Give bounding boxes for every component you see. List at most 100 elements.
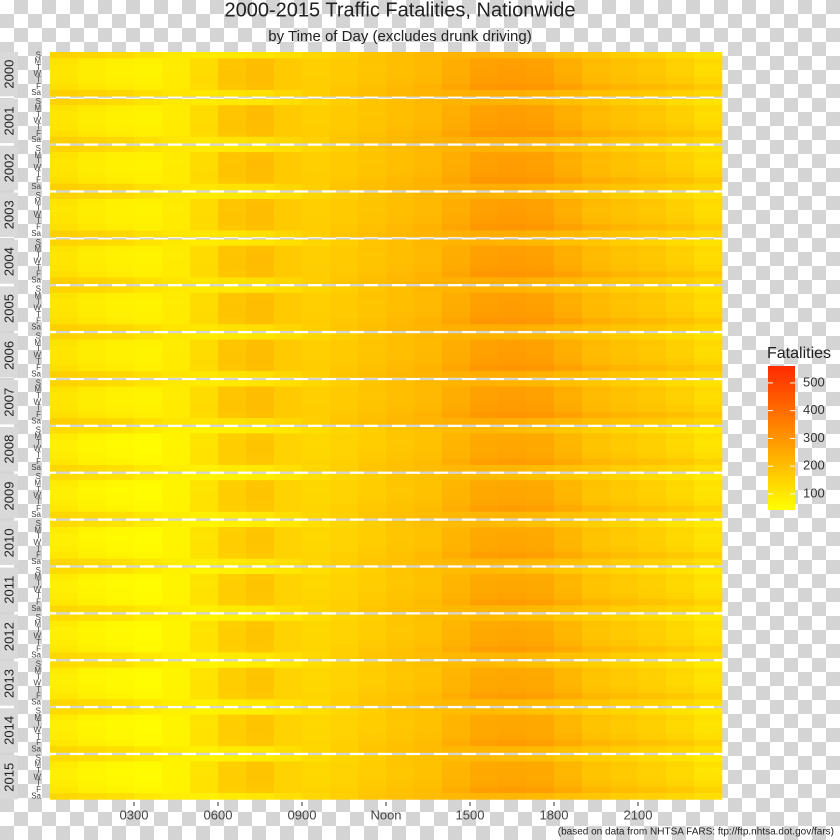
heat-cell — [330, 418, 359, 425]
heat-cell — [638, 558, 667, 566]
heat-cell — [302, 198, 331, 206]
heat-cell — [134, 286, 163, 293]
heat-cell — [582, 674, 611, 681]
heat-cell — [442, 567, 471, 575]
heat-cell — [610, 539, 639, 547]
heat-cell — [498, 433, 527, 440]
heat-cell — [554, 371, 583, 378]
heat-cell — [470, 411, 499, 419]
heat-cell — [638, 767, 667, 775]
heat-cell — [246, 620, 275, 628]
heat-cell — [218, 708, 247, 715]
heat-cell — [414, 145, 443, 153]
heat-cell — [610, 633, 639, 641]
heat-cell — [526, 299, 555, 306]
heat-cell — [358, 380, 387, 387]
heat-cell — [638, 633, 667, 641]
heat-cell — [274, 614, 303, 622]
heat-cell — [50, 217, 79, 225]
heat-cell — [134, 399, 163, 406]
heat-cell — [638, 230, 667, 238]
heat-cell — [218, 171, 247, 178]
heat-cell — [414, 198, 443, 206]
heat-cell — [526, 527, 555, 534]
heat-cell — [330, 70, 359, 78]
heat-cell — [134, 77, 163, 84]
heat-cell — [106, 264, 135, 272]
heat-cell — [50, 473, 79, 481]
heat-cell — [414, 661, 443, 668]
heat-cell — [246, 245, 275, 253]
heat-cell — [470, 767, 499, 775]
heat-cell — [414, 793, 443, 800]
heat-cell — [498, 464, 527, 472]
heat-cell — [638, 667, 667, 675]
heat-cell — [582, 277, 611, 285]
facet-strip — [0, 614, 18, 659]
heat-cell — [498, 217, 527, 225]
heat-cell — [106, 70, 135, 78]
heat-cell — [78, 674, 107, 681]
heat-cell — [694, 245, 723, 253]
heat-cell — [246, 633, 275, 641]
heat-cell — [582, 124, 611, 131]
heat-cell — [498, 111, 527, 119]
heat-cell — [218, 473, 247, 481]
heat-cell — [78, 230, 107, 238]
heat-cell — [218, 580, 247, 587]
heat-cell — [694, 720, 723, 728]
heat-cell — [330, 727, 359, 734]
heat-cell — [498, 318, 527, 325]
heat-cell — [498, 761, 527, 769]
heat-cell — [50, 292, 79, 300]
heat-cell — [498, 699, 527, 706]
facet-label: 2003 — [1, 200, 16, 229]
heat-cell — [414, 83, 443, 91]
heat-cell — [442, 458, 471, 466]
heat-cell — [274, 358, 303, 366]
heat-cell — [330, 52, 359, 59]
heat-cell — [302, 520, 331, 528]
heat-cell — [330, 324, 359, 331]
heat-cell — [246, 552, 275, 559]
heat-cell — [50, 546, 79, 553]
heat-cell — [274, 380, 303, 387]
heat-cell — [582, 733, 611, 741]
heat-cell — [302, 305, 331, 312]
heat-cell — [246, 473, 275, 481]
heat-cell — [386, 252, 415, 259]
heat-cell — [526, 573, 555, 581]
heat-cell — [162, 98, 191, 106]
heat-cell — [78, 299, 107, 306]
heat-cell — [106, 774, 135, 781]
heat-cell — [330, 714, 359, 722]
heat-cell — [302, 292, 331, 300]
heat-cell — [330, 627, 359, 634]
heat-cell — [218, 217, 247, 225]
heat-cell — [274, 661, 303, 668]
heat-cell — [106, 499, 135, 506]
heat-cell — [526, 620, 555, 628]
heat-cell — [218, 130, 247, 138]
heat-cell — [610, 311, 639, 319]
heat-cell — [246, 183, 275, 191]
facet-strip — [0, 192, 18, 237]
heat-cell — [666, 539, 695, 547]
heat-cell — [554, 558, 583, 566]
heat-cell — [162, 77, 191, 84]
heat-cell — [50, 586, 79, 594]
heat-cell — [582, 230, 611, 238]
heat-cell — [50, 433, 79, 440]
heat-cell — [246, 145, 275, 153]
heat-cell — [302, 405, 331, 413]
heat-cell — [554, 286, 583, 293]
heat-cell — [302, 217, 331, 225]
heat-cell — [190, 573, 219, 581]
heat-cell — [526, 318, 555, 325]
caption: (based on data from NHTSA FARS: ftp://ft… — [558, 827, 834, 838]
heat-cell — [330, 264, 359, 272]
heat-cell — [302, 633, 331, 641]
heat-cell — [554, 339, 583, 347]
heat-cell — [134, 239, 163, 247]
heat-cell — [442, 152, 471, 159]
